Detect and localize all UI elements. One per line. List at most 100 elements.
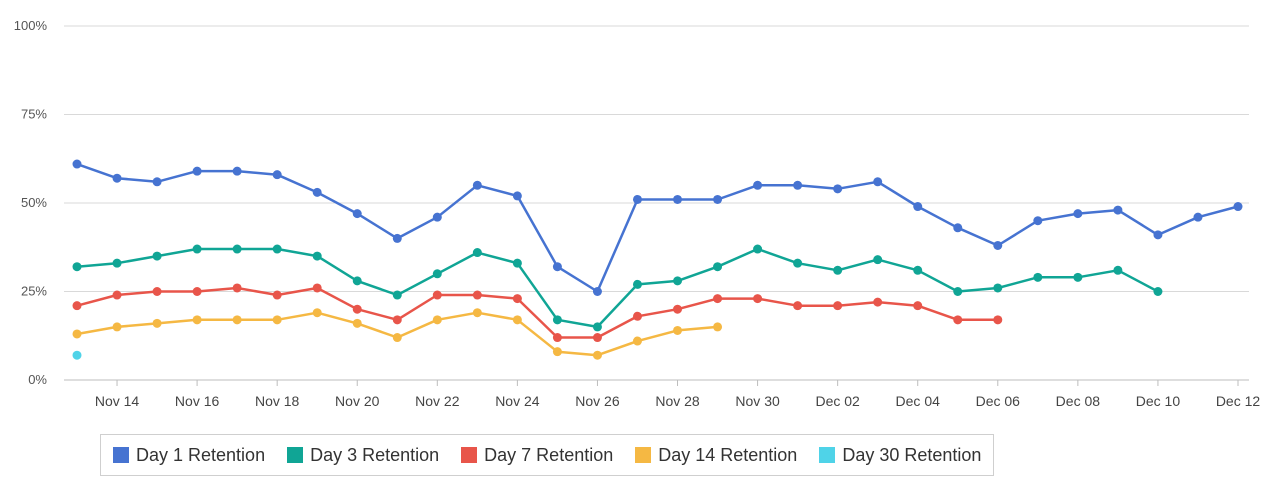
- data-point[interactable]: [472, 290, 482, 300]
- data-point[interactable]: [232, 315, 242, 325]
- data-point[interactable]: [833, 184, 843, 194]
- data-point[interactable]: [993, 240, 1003, 250]
- data-point[interactable]: [72, 350, 82, 360]
- data-point[interactable]: [512, 191, 522, 201]
- data-point[interactable]: [312, 187, 322, 197]
- legend-item-day-7[interactable]: Day 7 Retention: [461, 445, 613, 466]
- data-point[interactable]: [112, 290, 122, 300]
- data-point[interactable]: [833, 265, 843, 275]
- data-point[interactable]: [913, 301, 923, 311]
- data-point[interactable]: [873, 297, 883, 307]
- data-point[interactable]: [1233, 202, 1243, 212]
- data-point[interactable]: [112, 322, 122, 332]
- data-point[interactable]: [873, 255, 883, 265]
- data-point[interactable]: [833, 301, 843, 311]
- legend-item-day-30[interactable]: Day 30 Retention: [819, 445, 981, 466]
- data-point[interactable]: [152, 251, 162, 261]
- data-point[interactable]: [913, 202, 923, 212]
- data-point[interactable]: [1033, 216, 1043, 226]
- data-point[interactable]: [152, 177, 162, 187]
- data-point[interactable]: [552, 315, 562, 325]
- data-point[interactable]: [793, 301, 803, 311]
- data-point[interactable]: [272, 244, 282, 254]
- data-point[interactable]: [312, 283, 322, 293]
- data-point[interactable]: [913, 265, 923, 275]
- data-point[interactable]: [112, 258, 122, 268]
- data-point[interactable]: [713, 262, 723, 272]
- data-point[interactable]: [993, 315, 1003, 325]
- data-point[interactable]: [192, 315, 202, 325]
- data-point[interactable]: [512, 315, 522, 325]
- data-point[interactable]: [592, 322, 602, 332]
- data-point[interactable]: [392, 233, 402, 243]
- data-point[interactable]: [793, 180, 803, 190]
- data-point[interactable]: [873, 177, 883, 187]
- data-point[interactable]: [552, 262, 562, 272]
- data-point[interactable]: [673, 304, 683, 314]
- data-point[interactable]: [472, 180, 482, 190]
- data-point[interactable]: [272, 315, 282, 325]
- data-point[interactable]: [192, 244, 202, 254]
- data-point[interactable]: [1033, 272, 1043, 282]
- data-point[interactable]: [392, 290, 402, 300]
- data-point[interactable]: [632, 311, 642, 321]
- data-point[interactable]: [72, 301, 82, 311]
- data-point[interactable]: [713, 294, 723, 304]
- data-point[interactable]: [192, 287, 202, 296]
- data-point[interactable]: [72, 159, 82, 169]
- data-point[interactable]: [1153, 230, 1163, 240]
- data-point[interactable]: [673, 194, 683, 204]
- data-point[interactable]: [72, 329, 82, 339]
- data-point[interactable]: [432, 290, 442, 300]
- data-point[interactable]: [753, 180, 763, 190]
- data-point[interactable]: [512, 258, 522, 268]
- data-point[interactable]: [352, 209, 362, 219]
- data-point[interactable]: [272, 290, 282, 300]
- data-point[interactable]: [592, 350, 602, 360]
- data-point[interactable]: [472, 308, 482, 318]
- data-point[interactable]: [432, 269, 442, 279]
- data-point[interactable]: [552, 333, 562, 343]
- data-point[interactable]: [232, 283, 242, 293]
- data-point[interactable]: [512, 294, 522, 304]
- data-point[interactable]: [953, 287, 963, 296]
- data-point[interactable]: [632, 336, 642, 346]
- data-point[interactable]: [472, 248, 482, 258]
- data-point[interactable]: [713, 322, 723, 332]
- data-point[interactable]: [352, 304, 362, 314]
- data-point[interactable]: [632, 279, 642, 289]
- data-point[interactable]: [713, 194, 723, 204]
- data-point[interactable]: [352, 318, 362, 328]
- data-point[interactable]: [1113, 265, 1123, 275]
- data-point[interactable]: [673, 276, 683, 286]
- data-point[interactable]: [432, 212, 442, 222]
- data-point[interactable]: [392, 315, 402, 325]
- legend-item-day-3[interactable]: Day 3 Retention: [287, 445, 439, 466]
- data-point[interactable]: [953, 223, 963, 233]
- data-point[interactable]: [953, 315, 963, 325]
- data-point[interactable]: [72, 262, 82, 272]
- data-point[interactable]: [1193, 212, 1203, 222]
- data-point[interactable]: [272, 170, 282, 180]
- data-point[interactable]: [592, 333, 602, 343]
- data-point[interactable]: [993, 283, 1003, 293]
- data-point[interactable]: [632, 194, 642, 204]
- data-point[interactable]: [432, 315, 442, 325]
- data-point[interactable]: [312, 308, 322, 318]
- data-point[interactable]: [112, 173, 122, 183]
- data-point[interactable]: [152, 287, 162, 296]
- data-point[interactable]: [152, 318, 162, 328]
- data-point[interactable]: [312, 251, 322, 261]
- data-point[interactable]: [552, 347, 562, 357]
- data-point[interactable]: [232, 166, 242, 176]
- data-point[interactable]: [1153, 287, 1163, 296]
- data-point[interactable]: [592, 287, 602, 296]
- data-point[interactable]: [192, 166, 202, 176]
- data-point[interactable]: [392, 333, 402, 343]
- data-point[interactable]: [352, 276, 362, 286]
- data-point[interactable]: [673, 325, 683, 335]
- data-point[interactable]: [1073, 209, 1083, 219]
- data-point[interactable]: [753, 244, 763, 254]
- legend-item-day-14[interactable]: Day 14 Retention: [635, 445, 797, 466]
- data-point[interactable]: [753, 294, 763, 304]
